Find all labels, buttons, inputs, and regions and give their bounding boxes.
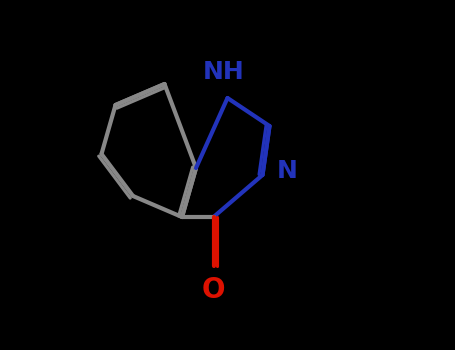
Text: NH: NH [203,60,245,84]
Text: O: O [202,276,225,304]
Text: N: N [277,160,298,183]
